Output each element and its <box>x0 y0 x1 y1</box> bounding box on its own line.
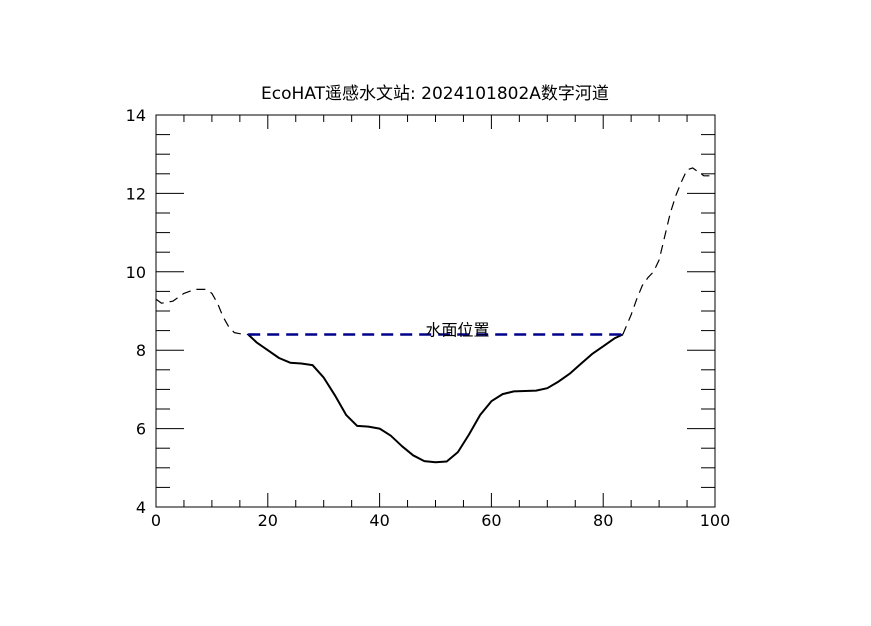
x-tick-label: 0 <box>151 511 161 530</box>
y-tick-label: 6 <box>136 420 146 439</box>
x-tick-label: 60 <box>481 511 501 530</box>
bank-profile-line <box>622 167 710 335</box>
x-tick-label: 100 <box>700 511 731 530</box>
channel-bed-line <box>247 333 624 464</box>
chart-title: EcoHAT遥感水文站: 2024101802A数字河道 <box>261 84 609 104</box>
series-group <box>155 167 710 464</box>
y-tick-label: 4 <box>136 498 146 517</box>
bank-profile-line <box>155 288 249 336</box>
y-tick-label: 14 <box>126 106 146 125</box>
y-tick-label: 8 <box>136 341 146 360</box>
axis-ticks: 0 20 40 60 80 100 4 6 8 10 12 14 <box>126 106 731 530</box>
y-tick-label: 12 <box>126 184 146 203</box>
plot-frame <box>155 114 716 508</box>
x-tick-label: 20 <box>258 511 278 530</box>
y-tick-label: 10 <box>126 263 146 282</box>
water-level-annotation: 水面位置 <box>425 321 489 340</box>
x-tick-label: 40 <box>369 511 389 530</box>
x-tick-label: 80 <box>593 511 613 530</box>
